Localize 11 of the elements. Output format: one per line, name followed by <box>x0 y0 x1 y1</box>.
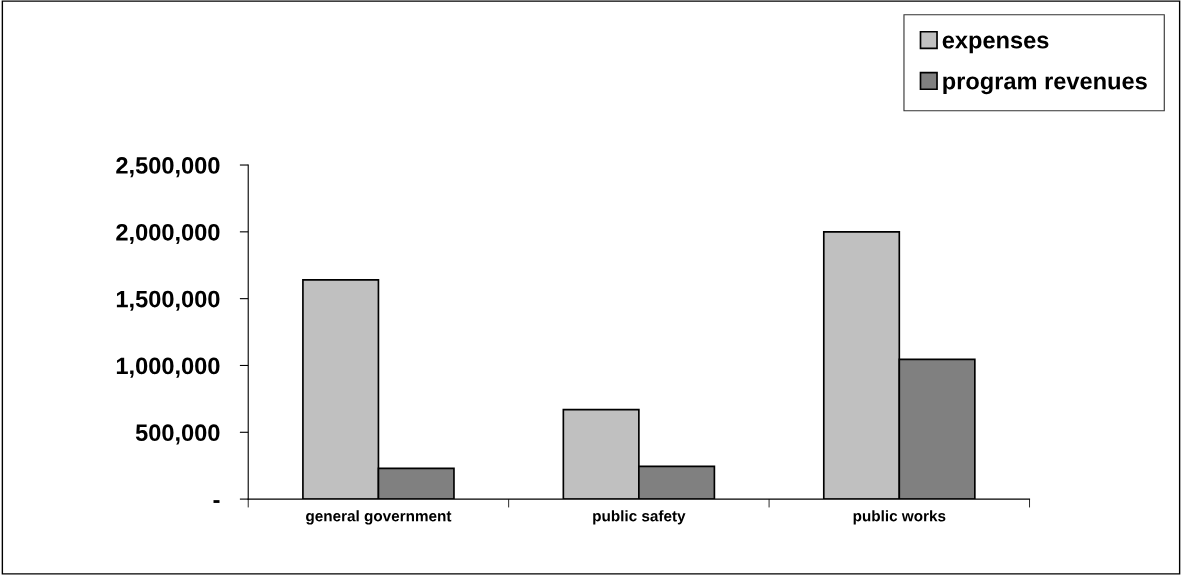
y-tick-label: - <box>213 500 220 503</box>
x-tick-label: public works <box>853 510 946 525</box>
x-tick-label: public safety <box>593 510 686 525</box>
legend-label: expenses <box>942 35 1049 54</box>
y-tick-label: 2,000,000 <box>116 223 220 245</box>
y-tick-label: 500,000 <box>135 424 220 445</box>
y-tick-label: 2,500,000 <box>116 157 220 178</box>
y-tick-label: 1,500,000 <box>116 290 220 311</box>
x-tick-label: general government <box>306 510 452 525</box>
legend-label: program revenues <box>943 76 1147 95</box>
y-tick-label: 1,000,000 <box>116 357 220 378</box>
